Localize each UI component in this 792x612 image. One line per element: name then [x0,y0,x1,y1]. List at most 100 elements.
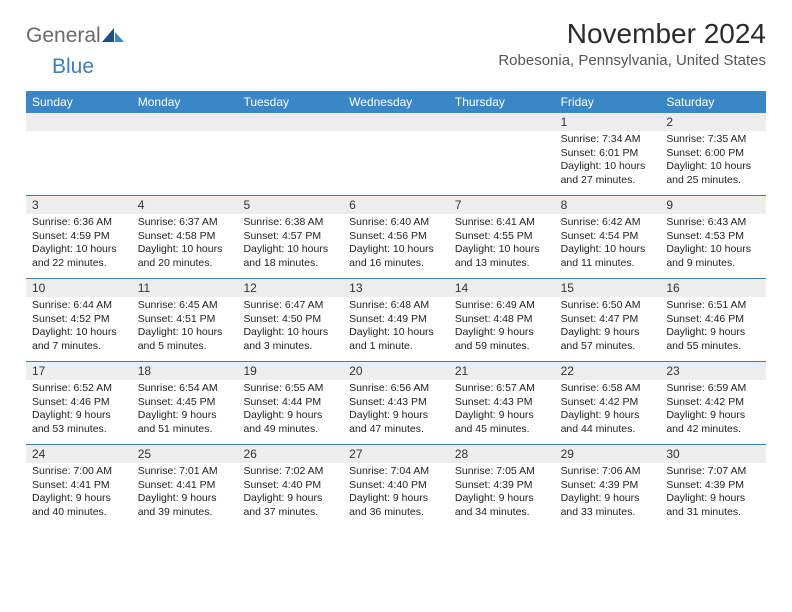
day-cell: 15Sunrise: 6:50 AMSunset: 4:47 PMDayligh… [555,279,661,361]
day-header-cell: Tuesday [237,91,343,113]
day-info-line: Daylight: 9 hours [666,492,760,506]
day-info-line: Sunrise: 7:01 AM [138,465,232,479]
day-info-line: and 9 minutes. [666,257,760,271]
day-number: 9 [660,196,766,214]
week-row: 24Sunrise: 7:00 AMSunset: 4:41 PMDayligh… [26,444,766,527]
day-info-line: and 7 minutes. [32,340,126,354]
day-number: 10 [26,279,132,297]
day-info-line: Sunset: 6:01 PM [561,147,655,161]
day-info-line: Daylight: 9 hours [455,492,549,506]
day-number: 29 [555,445,661,463]
day-cell: 29Sunrise: 7:06 AMSunset: 4:39 PMDayligh… [555,445,661,527]
header: General Blue November 2024 Robesonia, Pe… [26,18,766,85]
day-cell: 25 Sunrise: 7:01 AMSunset: 4:41 PMDayligh… [132,445,238,527]
day-info-line: Sunset: 4:59 PM [32,230,126,244]
day-info-line: Sunrise: 6:41 AM [455,216,549,230]
day-number: 15 [555,279,661,297]
day-info-line: Daylight: 9 hours [349,492,443,506]
day-cell: 6Sunrise: 6:40 AMSunset: 4:56 PMDaylight… [343,196,449,278]
week-row: 1Sunrise: 7:34 AMSunset: 6:01 PMDaylight… [26,113,766,195]
day-number: 1 [555,113,661,131]
day-info-line: Sunset: 4:52 PM [32,313,126,327]
day-number: 5 [237,196,343,214]
day-info-line: Sunset: 4:41 PM [138,479,232,493]
week-row: 10Sunrise: 6:44 AMSunset: 4:52 PMDayligh… [26,278,766,361]
weeks-container: 1Sunrise: 7:34 AMSunset: 6:01 PMDaylight… [26,113,766,527]
week-row: 3Sunrise: 6:36 AMSunset: 4:59 PMDaylight… [26,195,766,278]
day-number: 6 [343,196,449,214]
day-info-line: Sunrise: 6:36 AM [32,216,126,230]
day-number: 17 [26,362,132,380]
day-cell: 2Sunrise: 7:35 AMSunset: 6:00 PMDaylight… [660,113,766,195]
day-info-line: Sunset: 4:46 PM [32,396,126,410]
week-row: 17Sunrise: 6:52 AMSunset: 4:46 PMDayligh… [26,361,766,444]
day-cell: 9Sunrise: 6:43 AMSunset: 4:53 PMDaylight… [660,196,766,278]
day-info-line: Sunrise: 6:52 AM [32,382,126,396]
day-number: 23 [660,362,766,380]
day-info-line: Sunset: 4:53 PM [666,230,760,244]
day-number: 26 [237,445,343,463]
day-content: Sunrise: 7:04 AMSunset: 4:40 PMDaylight:… [343,463,449,524]
day-cell: 8Sunrise: 6:42 AMSunset: 4:54 PMDaylight… [555,196,661,278]
day-content: Sunrise: 6:55 AMSunset: 4:44 PMDaylight:… [237,380,343,441]
day-info-line: and 25 minutes. [666,174,760,188]
day-info-line: Daylight: 10 hours [561,243,655,257]
day-content: Sunrise: 7:34 AMSunset: 6:01 PMDaylight:… [555,131,661,192]
day-content: Sunrise: 6:43 AMSunset: 4:53 PMDaylight:… [660,214,766,275]
day-info-line: Daylight: 9 hours [455,409,549,423]
day-content [132,131,238,137]
day-header-cell: Thursday [449,91,555,113]
day-cell: 18Sunrise: 6:54 AMSunset: 4:45 PMDayligh… [132,362,238,444]
day-content: Sunrise: 6:38 AMSunset: 4:57 PMDaylight:… [237,214,343,275]
day-info-line: Sunrise: 6:44 AM [32,299,126,313]
day-info-line: and 59 minutes. [455,340,549,354]
day-info-line: and 20 minutes. [138,257,232,271]
day-content: Sunrise: 6:52 AMSunset: 4:46 PMDaylight:… [26,380,132,441]
day-number: 19 [237,362,343,380]
day-info-line: Sunset: 4:48 PM [455,313,549,327]
day-number: 25 [132,445,238,463]
day-info-line: Daylight: 10 hours [349,326,443,340]
day-info-line: and 11 minutes. [561,257,655,271]
day-info-line: and 37 minutes. [243,506,337,520]
day-info-line: Sunrise: 6:37 AM [138,216,232,230]
day-info-line: Daylight: 9 hours [243,409,337,423]
day-info-line: Sunrise: 6:51 AM [666,299,760,313]
day-cell: 28Sunrise: 7:05 AMSunset: 4:39 PMDayligh… [449,445,555,527]
day-info-line: Sunset: 4:39 PM [455,479,549,493]
day-info-line: Daylight: 10 hours [32,326,126,340]
day-content: Sunrise: 6:45 AMSunset: 4:51 PMDaylight:… [132,297,238,358]
day-info-line: Daylight: 9 hours [666,409,760,423]
day-info-line: Sunrise: 7:00 AM [32,465,126,479]
logo-sail-icon [102,26,124,47]
day-info-line: Sunrise: 6:49 AM [455,299,549,313]
day-info-line: Sunrise: 6:57 AM [455,382,549,396]
day-content: Sunrise: 6:50 AMSunset: 4:47 PMDaylight:… [555,297,661,358]
day-content: Sunrise: 7:05 AMSunset: 4:39 PMDaylight:… [449,463,555,524]
day-info-line: and 57 minutes. [561,340,655,354]
day-info-line: and 3 minutes. [243,340,337,354]
month-title: November 2024 [498,18,766,50]
day-info-line: Sunrise: 6:48 AM [349,299,443,313]
day-number: 16 [660,279,766,297]
day-info-line: and 1 minute. [349,340,443,354]
day-info-line: Sunrise: 7:35 AM [666,133,760,147]
day-info-line: Daylight: 9 hours [138,492,232,506]
day-number [343,113,449,131]
day-header-cell: Sunday [26,91,132,113]
day-info-line: Sunset: 4:39 PM [561,479,655,493]
day-info-line: Sunset: 4:43 PM [455,396,549,410]
day-content [449,131,555,137]
day-header-cell: Friday [555,91,661,113]
day-info-line: Sunrise: 6:59 AM [666,382,760,396]
day-cell: 5Sunrise: 6:38 AMSunset: 4:57 PMDaylight… [237,196,343,278]
day-content: Sunrise: 6:58 AMSunset: 4:42 PMDaylight:… [555,380,661,441]
day-info-line: Sunrise: 7:05 AM [455,465,549,479]
day-number: 14 [449,279,555,297]
day-number: 28 [449,445,555,463]
day-content: Sunrise: 6:37 AMSunset: 4:58 PMDaylight:… [132,214,238,275]
day-info-line: Sunrise: 7:34 AM [561,133,655,147]
day-info-line: and 53 minutes. [32,423,126,437]
day-info-line: Sunrise: 7:07 AM [666,465,760,479]
day-info-line: and 42 minutes. [666,423,760,437]
